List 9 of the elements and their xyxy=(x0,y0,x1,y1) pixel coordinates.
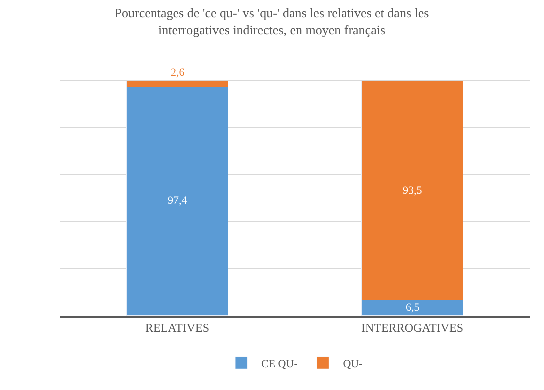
x-tick-label: RELATIVES xyxy=(146,321,210,336)
data-label: 97,4 xyxy=(168,195,188,207)
chart-title: Pourcentages de 'ce qu-' vs 'qu-' dans les relatives et dans les interrogatives indirectes, en moyen français xyxy=(114,6,430,38)
data-label: 93,5 xyxy=(403,185,423,197)
legend-label: QU- xyxy=(343,358,364,370)
data-label: 6,5 xyxy=(406,302,420,314)
data-label: 2,6 xyxy=(171,67,186,79)
x-tick-label: INTERROGATIVES xyxy=(362,321,464,336)
legend-label: CE QU- xyxy=(262,358,298,370)
